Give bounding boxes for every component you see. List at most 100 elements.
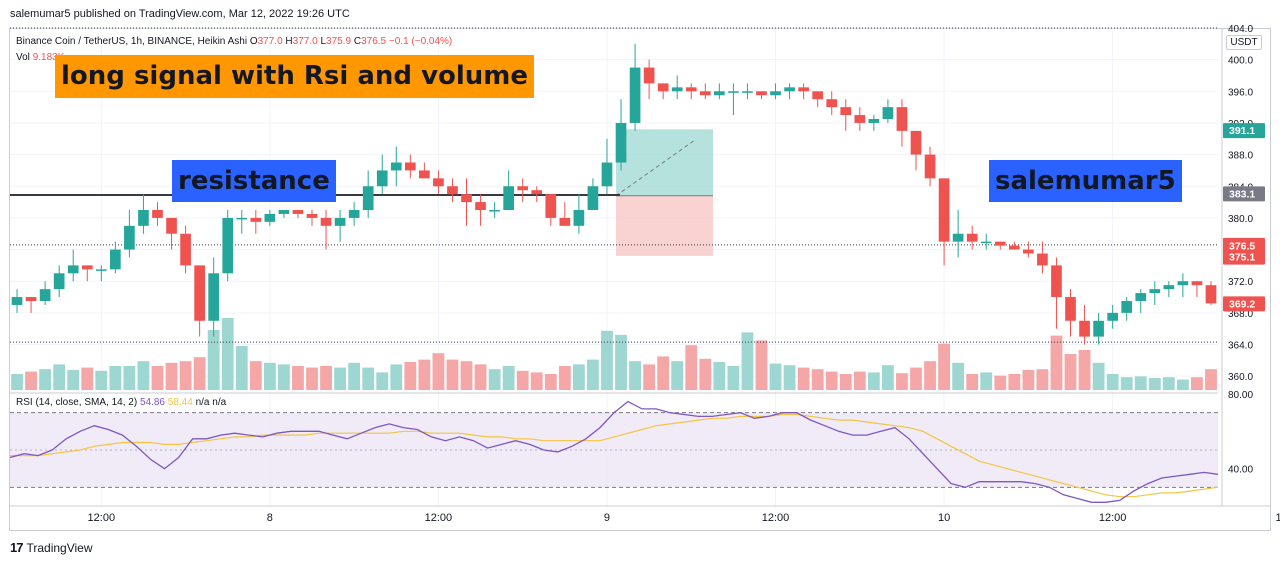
candle-body (433, 178, 444, 187)
author-annotation[interactable]: salemumar5 (989, 160, 1182, 202)
volume-bar (179, 361, 192, 390)
tv-brand-text: TradingView (26, 540, 93, 555)
candle-body (643, 67, 655, 84)
candle-body (489, 210, 500, 212)
time-tick-label: 12:00 (425, 512, 453, 524)
volume-bar (671, 361, 684, 390)
candle-body (685, 87, 697, 92)
currency-button[interactable]: USDT (1226, 35, 1262, 50)
rsi-ma-line (10, 413, 1219, 498)
volume-bar (882, 365, 894, 390)
volume-bar (544, 374, 557, 390)
volume-bar (980, 372, 993, 390)
time-tick-label: 8 (267, 512, 273, 524)
candle-body (306, 213, 318, 218)
symbol-name: Binance Coin / TetherUS, 1h, BINANCE, He… (16, 36, 248, 47)
candle-body (671, 87, 683, 92)
volume-bar (1106, 374, 1119, 390)
vol-value: 9.183K (32, 52, 65, 63)
volume-bar (362, 367, 375, 390)
candle-body (882, 107, 894, 119)
candle-body (404, 162, 416, 171)
candle-body (222, 217, 234, 274)
price-label-text: 391.1 (1229, 125, 1255, 137)
volume-bar (530, 372, 543, 390)
volume-bar (404, 362, 417, 390)
volume-bar (348, 362, 361, 390)
volume-bar (1078, 350, 1091, 390)
volume-bar (95, 370, 108, 390)
volume-bars (11, 318, 1217, 390)
candle-body (910, 130, 922, 155)
candle-body (1093, 320, 1104, 337)
volume-bar (1036, 369, 1049, 390)
volume-bar (1148, 378, 1161, 390)
headline-annotation[interactable]: long signal with Rsi and volume (55, 55, 534, 98)
candle-body (559, 217, 571, 226)
volume-bar (221, 318, 234, 390)
volume-bar (938, 343, 950, 390)
time-tick-label: 12:00 (88, 512, 116, 524)
volume-bar (601, 330, 613, 390)
price-tick-label: 388.0 (1228, 151, 1253, 162)
time-tick-label: 12:00 (1099, 512, 1127, 524)
position-zones (615, 129, 713, 256)
rsi-line (9, 400, 1219, 503)
high-label: H (285, 36, 293, 47)
candle-body (770, 91, 781, 96)
candle-body (573, 210, 585, 226)
price-tick-label: 404.0 (1228, 24, 1253, 35)
symbol-legend: Binance Coin / TetherUS, 1h, BINANCE, He… (16, 36, 452, 47)
candle-body (994, 241, 1006, 246)
volume-bar (797, 367, 810, 390)
candle-body (531, 190, 543, 195)
candle-body (980, 241, 992, 244)
volume-bar (769, 363, 782, 390)
volume-bar (488, 369, 501, 390)
time-tick-label: 11 (1275, 512, 1280, 524)
volume-bar (867, 372, 880, 390)
volume-bar (713, 362, 726, 390)
projection-line (615, 138, 697, 197)
open-label: O (249, 36, 258, 47)
candle-body (798, 87, 809, 92)
candle-body (166, 217, 177, 234)
candle-body (517, 186, 529, 191)
volume-bar (193, 357, 206, 390)
volume-bar (235, 346, 248, 390)
volume-bar (278, 364, 290, 390)
candle-body (124, 225, 135, 250)
candle-body (629, 67, 641, 123)
candle-body (390, 162, 402, 171)
volume-bar (643, 364, 656, 390)
volume-bar (699, 358, 712, 390)
candle-body (545, 194, 557, 218)
low-value: 375.9 (326, 36, 352, 47)
volume-bar (67, 370, 80, 390)
high-value: 377.0 (292, 36, 318, 47)
candle-body (208, 273, 220, 321)
resistance-annotation[interactable]: resistance (172, 160, 336, 202)
candle-body (461, 194, 472, 203)
candle-body (854, 115, 866, 123)
tv-logo-icon: 17 (10, 540, 24, 555)
volume-bar (910, 367, 922, 390)
candle-body (657, 83, 669, 92)
price-tick-label: 380.0 (1228, 214, 1253, 225)
volume-bar (334, 367, 346, 390)
candle-body (138, 210, 149, 226)
volume-bar (1205, 369, 1217, 390)
price-axis: 404.0400.0396.0392.0388.0384.0380.0376.0… (1223, 24, 1265, 476)
rsi-ma-value: 58.44 (167, 397, 193, 408)
candle-body (728, 91, 739, 93)
tradingview-logo[interactable]: 17 TradingView (10, 540, 93, 555)
candle-body (39, 289, 51, 301)
volume-bar (952, 362, 965, 390)
time-tick-label: 9 (604, 512, 610, 524)
volume-bar (390, 364, 403, 390)
candle-body (110, 249, 121, 270)
volume-bar (966, 374, 979, 390)
candle-body (1079, 320, 1090, 337)
volume-bar (418, 359, 431, 390)
price-tick-label: 400.0 (1228, 56, 1253, 67)
